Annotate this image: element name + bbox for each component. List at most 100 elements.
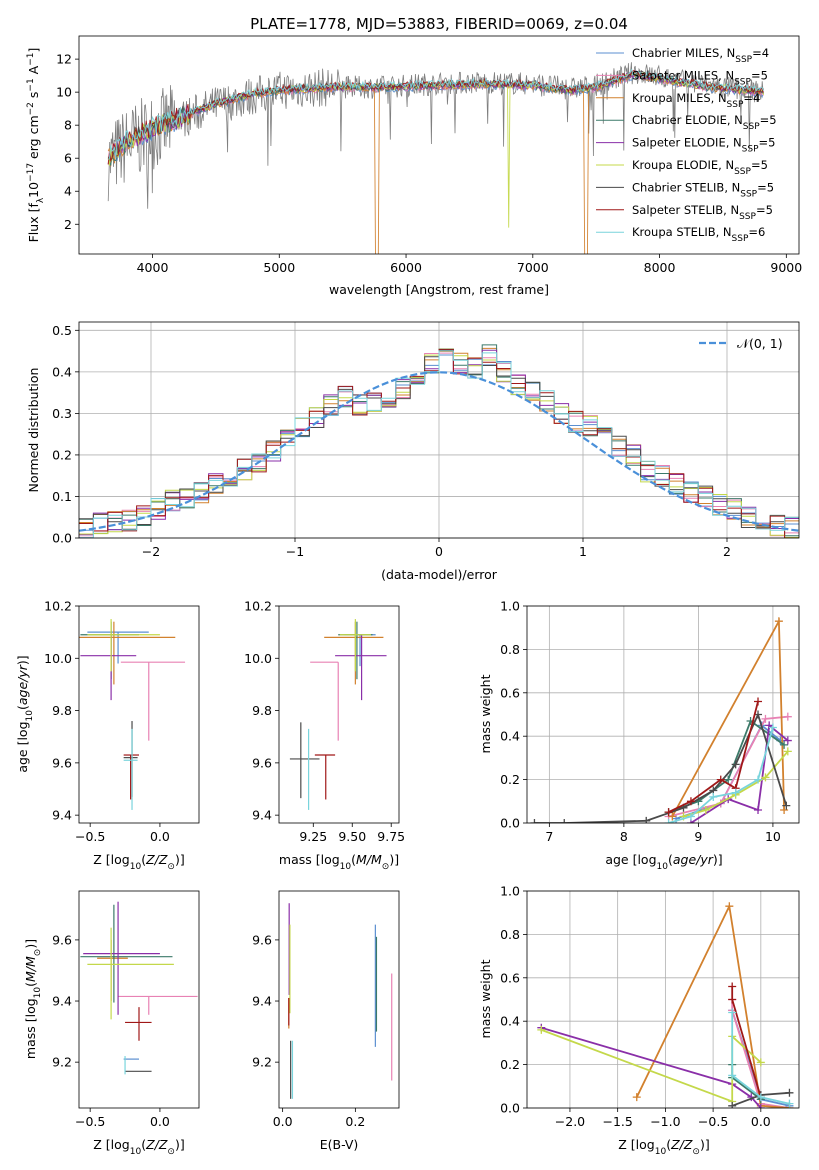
y-tick-label: 9.6: [252, 755, 272, 770]
y-tick-label: 9.8: [52, 703, 72, 718]
x-tick-label: 0.0: [150, 829, 170, 844]
x-axis-label: wavelength [Angstrom, rest frame]: [329, 282, 549, 297]
mass-weight-marker: [728, 1101, 737, 1108]
x-tick-label: 0.2: [345, 1114, 365, 1129]
x-tick-label: 8: [620, 829, 628, 844]
legend-label: Salpeter ELODIE, NSSP=5: [632, 136, 775, 155]
y-tick-label: 9.2: [252, 1055, 272, 1070]
y-tick-label: 1.0: [500, 884, 520, 899]
residual-histogram: [79, 350, 799, 538]
axes-frame: [278, 605, 400, 824]
x-tick-label: −0.5: [75, 829, 105, 844]
plot-area: [537, 902, 794, 1108]
x-axis-label: age [log10(age/yr)]: [605, 852, 722, 872]
mass-weight-marker: [783, 712, 792, 721]
y-tick-label: 0.3: [52, 406, 72, 421]
y-tick-label: 4: [64, 184, 72, 199]
y-tick-label: 0.6: [500, 970, 520, 985]
x-tick-label: 0: [435, 544, 443, 559]
x-axis-label: E(B-V): [320, 1137, 359, 1152]
x-tick-label: −0.5: [698, 1114, 728, 1129]
mass-weight-marker: [754, 697, 763, 706]
axes-frame: [78, 605, 200, 824]
x-axis-label: Z [log10(Z/Z⊙)]: [93, 1137, 184, 1157]
axes-frame: [78, 35, 800, 255]
legend-label: 𝒩(0, 1): [737, 336, 783, 351]
age-vs-mass-panel: 9.25 9.50 9.75 9.4 9.6 9.8 10.0 10.2 mass [log10…: [244, 599, 405, 873]
y-tick-label: 2: [64, 217, 72, 232]
x-tick-label: −1.5: [602, 1114, 632, 1129]
y-tick-label: 0.4: [52, 364, 72, 379]
y-axis-label: Normed distribution: [26, 368, 41, 493]
y-tick-label: 10.2: [244, 599, 272, 614]
x-axis-label: Z [log10(Z/Z⊙)]: [93, 852, 184, 872]
mass-weight-marker: [761, 714, 770, 723]
y-tick-label: 10.0: [244, 651, 272, 666]
axes: −2 −1 0 1 2 0.0 0.1 0.2 0.3 0.4 0.5: [52, 321, 800, 559]
mass-weight-marker: [709, 792, 718, 801]
y-tick-label: 0.2: [52, 447, 72, 462]
plot-area: [79, 344, 799, 538]
y-tick-label: 0.1: [52, 489, 72, 504]
mass-weight-marker: [785, 1088, 794, 1097]
y-axis-label: mass weight: [478, 959, 493, 1038]
legend-label: Salpeter STELIB, NSSP=5: [632, 203, 773, 222]
y-tick-label: 0.2: [500, 1057, 520, 1072]
y-tick-label: 0.4: [500, 729, 520, 744]
mass-weight-marker: [728, 982, 737, 991]
x-tick-label: 0.0: [273, 1114, 293, 1129]
x-tick-label: 4000: [137, 260, 169, 275]
x-tick-label: 5000: [263, 260, 295, 275]
mass-weight-line: [731, 1012, 790, 1105]
x-tick-label: −1: [286, 544, 304, 559]
mass-weight-marker: [632, 1093, 641, 1102]
mass-weight-line: [731, 999, 790, 1108]
y-tick-label: 0.4: [500, 1014, 520, 1029]
axes: −2.0 −1.5 −1.0 −0.5 0.0 0.0 0.2 0.4 0.6 0.8 1.0: [500, 884, 800, 1129]
legend-label: Kroupa ELODIE, NSSP=5: [632, 158, 768, 177]
y-tick-label: 9.4: [52, 808, 72, 823]
mass-weight-marker: [642, 816, 651, 823]
y-tick-label: 12: [56, 52, 72, 67]
mass-weight-marker: [780, 740, 789, 749]
x-tick-label: −2.0: [555, 1114, 585, 1129]
mass-weight-marker: [754, 805, 763, 814]
axes: −0.5 0.0 9.4 9.6 9.8 10.0 10.2: [44, 599, 200, 844]
plot-area: [80, 901, 198, 1075]
mass-weight-marker: [664, 808, 673, 817]
x-tick-label: −0.5: [75, 1114, 105, 1129]
plot-area: [288, 903, 393, 1099]
y-tick-label: 9.4: [252, 994, 272, 1009]
y-tick-label: 9.4: [52, 994, 72, 1009]
mass-weight-marker: [716, 775, 725, 784]
axes: 9.25 9.50 9.75 9.4 9.6 9.8 10.0 10.2: [244, 599, 405, 845]
axes-frame: [78, 890, 200, 1109]
spectrum-panel: 4000 5000 6000 7000 8000 9000 2 4 6 8 10 12 Chabrier…: [26, 35, 802, 297]
axes-frame: [526, 890, 800, 1109]
mass-weight-vs-Z-panel: −2.0 −1.5 −1.0 −0.5 0.0 0.0 0.2 0.4 0.6 0.8 1.0 Z […: [478, 884, 800, 1157]
mass-weight-marker: [783, 747, 792, 756]
mass-weight-marker: [724, 775, 733, 784]
mass-weight-marker: [537, 1025, 546, 1034]
mass-weight-marker: [780, 805, 789, 814]
mass-weight-line: [540, 1029, 762, 1103]
plot-area: [107, 62, 764, 254]
y-tick-label: 9.6: [52, 932, 72, 947]
y-tick-label: 9.4: [252, 808, 272, 823]
mass-weight-marker: [782, 801, 791, 810]
y-axis-label: mass [log10(M/M⊙)]: [23, 939, 43, 1059]
mass-weight-marker: [774, 617, 783, 626]
age-vs-Z-panel: −0.5 0.0 9.4 9.6 9.8 10.0 10.2 Z [log10(Z/Z⊙)] a…: [15, 599, 200, 872]
x-tick-label: 0.0: [150, 1114, 170, 1129]
y-tick-label: 10: [56, 85, 72, 100]
x-tick-label: −2: [142, 544, 160, 559]
y-tick-label: 9.2: [52, 1055, 72, 1070]
mass-weight-marker: [783, 736, 792, 745]
mass-weight-marker: [725, 902, 734, 911]
legend-label: Chabrier ELODIE, NSSP=5: [632, 113, 777, 132]
x-tick-label: 6000: [390, 260, 422, 275]
y-tick-label: 9.6: [252, 932, 272, 947]
mass-weight-marker: [761, 773, 770, 782]
mass-weight-marker: [728, 1071, 737, 1080]
x-tick-label: 9.75: [377, 829, 405, 844]
